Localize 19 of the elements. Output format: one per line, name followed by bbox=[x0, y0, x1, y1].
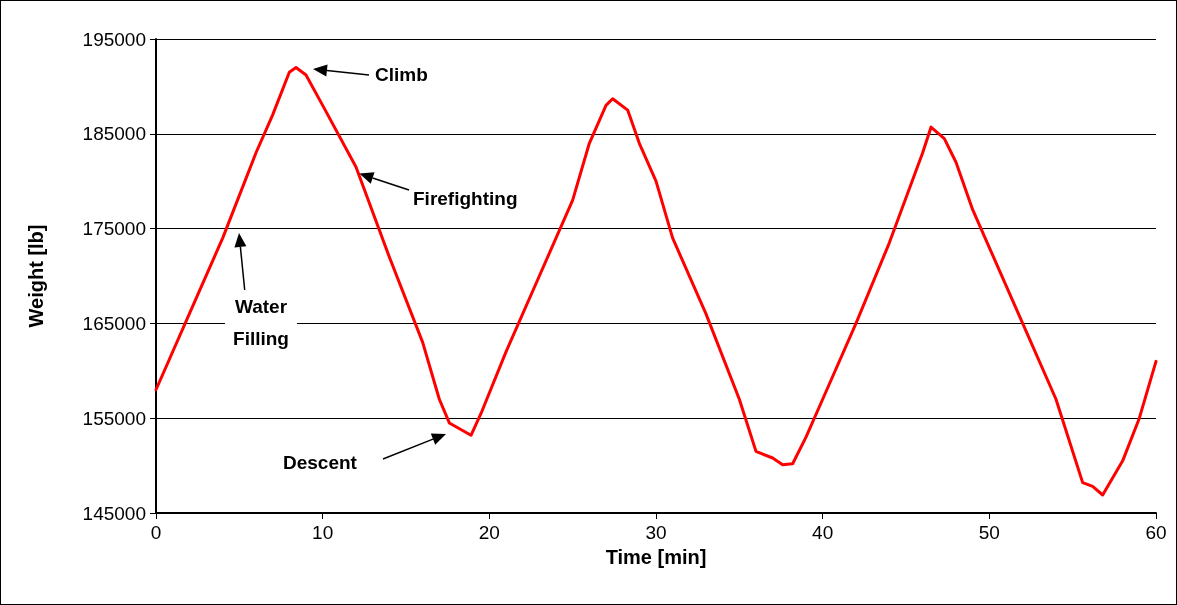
annotation: Climb bbox=[375, 63, 428, 85]
x-tick-label: 40 bbox=[812, 522, 834, 543]
x-tick-label: 30 bbox=[645, 522, 667, 543]
x-tick-label: 20 bbox=[478, 522, 500, 543]
x-tick-label: 60 bbox=[1145, 522, 1167, 543]
y-axis-title: Weight [lb] bbox=[25, 224, 47, 328]
annotation: Descent bbox=[283, 451, 358, 473]
x-tick-label: 0 bbox=[150, 522, 162, 543]
y-tick-label: 165000 bbox=[82, 312, 146, 334]
x-axis-title: Time [min] bbox=[605, 545, 707, 568]
y-tick-label: 185000 bbox=[82, 123, 146, 145]
x-tick-label: 10 bbox=[312, 522, 334, 543]
annotation: Firefighting bbox=[413, 187, 518, 209]
y-tick-label: 195000 bbox=[82, 28, 146, 50]
y-tick-label: 175000 bbox=[82, 218, 146, 240]
x-tick-label: 50 bbox=[978, 522, 1000, 543]
annotation: Water Filling bbox=[233, 295, 289, 349]
y-tick-label: 155000 bbox=[82, 407, 146, 429]
y-tick-label: 145000 bbox=[82, 502, 146, 524]
